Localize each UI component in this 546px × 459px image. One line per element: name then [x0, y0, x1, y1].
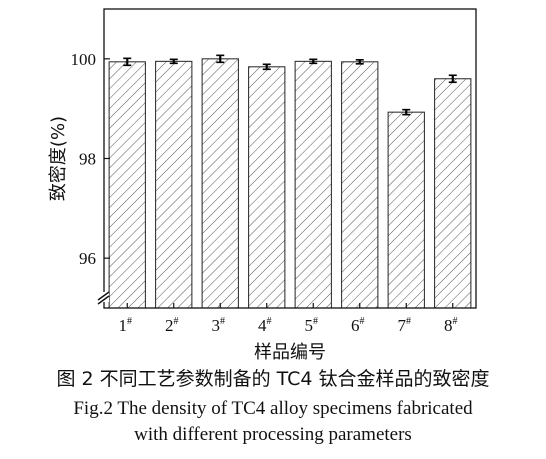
figure-caption-chinese: 图 2 不同工艺参数制备的 TC4 钛合金样品的致密度	[56, 368, 490, 390]
x-tick-label-8: 8#	[444, 316, 458, 335]
bar-5	[294, 60, 332, 309]
y-tick-label-96: 96	[79, 249, 96, 268]
x-tick-label-3: 3#	[212, 316, 226, 335]
x-tick-label-5: 5#	[305, 316, 319, 335]
bar-2	[155, 60, 193, 309]
axis-break-mark	[97, 291, 110, 305]
x-tick-label-2: 2#	[165, 316, 179, 335]
axis-break-slash-2	[97, 295, 110, 305]
chart-svg: 1# 2# 3# 4# 5# 6# 7# 8# 96 98 100 致密度(%) 样品编号	[48, 8, 477, 363]
y-axis-title: 致密度(%)	[48, 116, 69, 201]
bar-8	[434, 78, 472, 309]
bar-4	[248, 66, 286, 309]
x-axis-title: 样品编号	[254, 342, 326, 363]
density-bar-chart: 1# 2# 3# 4# 5# 6# 7# 8# 96 98 100 致密度(%) 样品编号	[48, 8, 477, 363]
axis-break-gap	[99, 292, 109, 302]
figure-caption-english-line2: with different processing parameters	[134, 424, 412, 445]
bar-3	[201, 58, 239, 309]
x-tick-label-6: 6#	[351, 316, 365, 335]
y-tick-label-98: 98	[79, 150, 96, 169]
y-tick-label-100: 100	[71, 50, 97, 69]
x-tick-label-1: 1#	[119, 316, 133, 335]
bar-7	[387, 111, 425, 309]
x-tick-label-4: 4#	[258, 316, 272, 335]
bar-6	[341, 61, 379, 309]
axis-break-slash-1	[97, 291, 110, 301]
figure-caption-english-line1: Fig.2 The density of TC4 alloy specimens…	[73, 398, 473, 419]
bar-1	[108, 61, 146, 309]
x-tick-label-7: 7#	[398, 316, 412, 335]
